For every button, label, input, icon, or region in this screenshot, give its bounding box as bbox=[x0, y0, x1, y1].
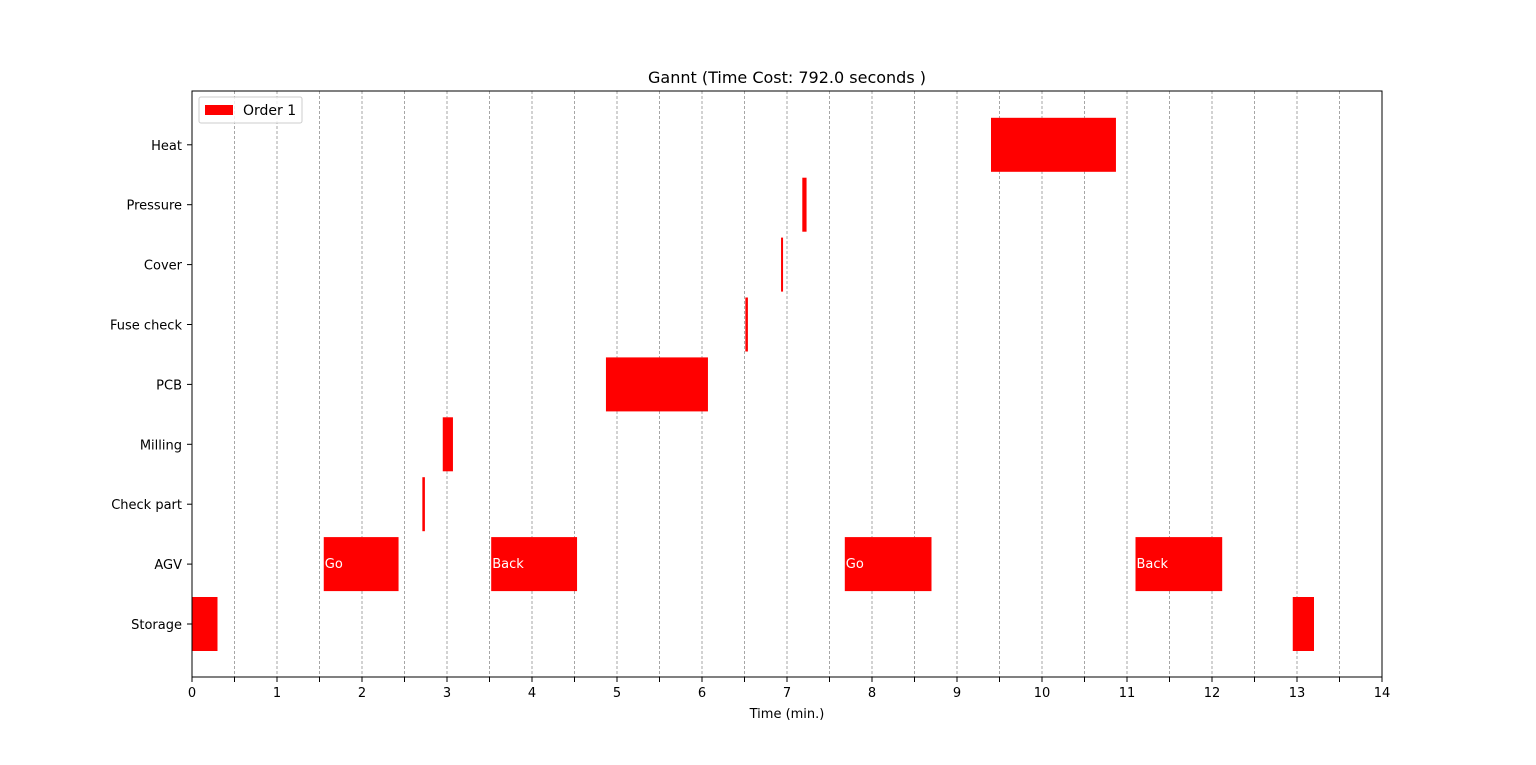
task-bar bbox=[491, 537, 578, 592]
task-bar bbox=[442, 417, 453, 472]
x-tick-label: 7 bbox=[783, 686, 791, 701]
chart-title: Gannt (Time Cost: 792.0 seconds ) bbox=[648, 68, 926, 87]
task-bar-label: Back bbox=[492, 557, 524, 572]
y-tick-label: Heat bbox=[151, 139, 182, 154]
x-tick-label: 10 bbox=[1034, 686, 1051, 701]
x-tick-label: 8 bbox=[868, 686, 876, 701]
task-bar-label: Go bbox=[846, 557, 864, 572]
task-bar bbox=[781, 237, 784, 292]
x-tick-label: 0 bbox=[188, 686, 196, 701]
task-bar bbox=[844, 537, 932, 592]
y-tick-label: Pressure bbox=[126, 199, 182, 214]
task-bar bbox=[192, 597, 218, 651]
task-bar bbox=[802, 177, 807, 232]
task-bar bbox=[745, 297, 748, 352]
grid-lines bbox=[234, 91, 1340, 677]
x-tick-label: 3 bbox=[443, 686, 451, 701]
legend-box bbox=[198, 96, 303, 124]
x-tick-label: 14 bbox=[1374, 686, 1391, 701]
task-bars: Go Back Go Back bbox=[192, 117, 1314, 651]
task-bar bbox=[605, 357, 708, 412]
legend-swatch bbox=[205, 105, 233, 115]
x-tick-label: 2 bbox=[358, 686, 366, 701]
y-tick-label: Cover bbox=[144, 259, 183, 274]
task-bar bbox=[323, 537, 399, 592]
task-bar bbox=[991, 117, 1116, 172]
y-tick-label: Storage bbox=[131, 618, 182, 633]
x-tick-label: 6 bbox=[698, 686, 706, 701]
task-bar bbox=[1135, 537, 1223, 592]
x-tick-label: 5 bbox=[613, 686, 621, 701]
x-tick-label: 13 bbox=[1289, 686, 1306, 701]
x-tick-label: 1 bbox=[273, 686, 281, 701]
y-tick-label: Check part bbox=[111, 498, 182, 513]
legend-label: Order 1 bbox=[243, 103, 296, 119]
x-tick-label: 12 bbox=[1204, 686, 1221, 701]
x-tick-label: 9 bbox=[953, 686, 961, 701]
y-tick-label: AGV bbox=[154, 558, 182, 573]
y-tick-label: Milling bbox=[140, 438, 182, 453]
x-axis-label: Time (min.) bbox=[749, 707, 825, 722]
task-bar-label: Back bbox=[1137, 557, 1169, 572]
y-tick-label: Fuse check bbox=[110, 319, 182, 334]
task-bar bbox=[1292, 597, 1314, 651]
y-tick-label: PCB bbox=[156, 378, 182, 393]
x-tick-label: 4 bbox=[528, 686, 536, 701]
legend: Order 1 bbox=[198, 96, 303, 124]
task-bar-label: Go bbox=[325, 557, 343, 572]
task-bar bbox=[422, 477, 425, 532]
x-tick-label: 11 bbox=[1119, 686, 1136, 701]
